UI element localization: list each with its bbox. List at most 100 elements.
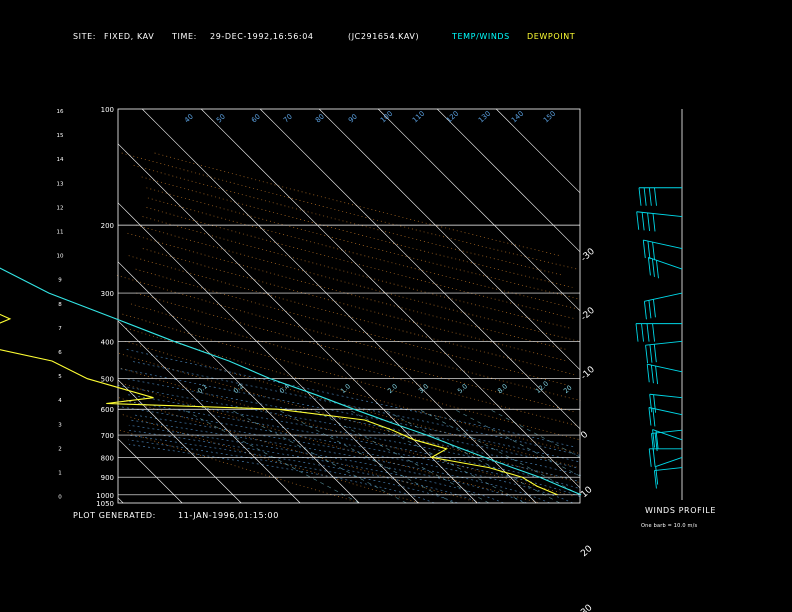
- height-tick-label: 16: [57, 109, 64, 115]
- right-temp-label: -30: [579, 247, 597, 264]
- mixing-ratio-label: 20: [562, 384, 574, 395]
- wind-barb-flag: [652, 242, 656, 261]
- isotherm: [318, 108, 581, 371]
- wind-barb-staff: [645, 340, 683, 346]
- wind-barb-flag: [651, 258, 655, 277]
- dry-adiabat: [136, 224, 579, 342]
- height-tick-label: 15: [57, 133, 64, 139]
- wind-barb-flag: [656, 260, 659, 279]
- height-tick-label: 12: [57, 205, 64, 211]
- wind-barb-staff: [636, 211, 683, 217]
- wind-barb-staff: [648, 407, 683, 416]
- dry-adiabat: [127, 232, 567, 350]
- dry-adiabat: [130, 303, 576, 426]
- isotherm: [117, 261, 360, 504]
- height-tick-label: 1: [58, 471, 62, 477]
- right-temp-label: -10: [579, 365, 597, 382]
- wind-barb-flag: [655, 430, 659, 449]
- isotherm: [141, 108, 537, 504]
- site-value: FIXED, KAV: [104, 32, 155, 41]
- wind-barb-flag: [653, 470, 657, 489]
- mixing-ratio-line: [418, 408, 581, 496]
- theta-label: 80: [314, 113, 326, 125]
- wind-barb-flag: [635, 323, 639, 342]
- moist-adiabat: [128, 439, 458, 504]
- wind-barb-flag: [648, 187, 652, 206]
- dry-adiabat: [142, 248, 567, 362]
- wind-barb-staff: [654, 467, 683, 471]
- height-tick-label: 6: [58, 350, 62, 356]
- legend-temp-winds: TEMP/WINDS: [452, 32, 510, 41]
- height-tick-label: 9: [58, 278, 62, 284]
- isotherm: [117, 202, 419, 504]
- wind-barb-staff: [644, 292, 683, 302]
- dry-adiabat: [116, 275, 581, 401]
- mixing-ratio-line: [489, 408, 581, 458]
- wind-barb-flag: [638, 187, 642, 206]
- wind-barb-flag: [652, 408, 656, 427]
- moist-adiabat: [127, 394, 577, 482]
- theta-label: 130: [477, 110, 492, 125]
- file-id: (JC291654.KAV): [348, 32, 420, 41]
- mixing-ratio-label: 1.0: [339, 382, 352, 395]
- height-tick-label: 0: [58, 495, 62, 501]
- time-label: TIME:: [172, 32, 197, 41]
- right-temp-label: 20: [579, 544, 594, 559]
- moist-adiabat: [118, 367, 579, 462]
- height-tick-label: 14: [57, 157, 64, 163]
- wind-barb-flag: [646, 323, 650, 342]
- wind-barb-flag: [645, 345, 649, 364]
- temperature-profile: [0, 267, 582, 496]
- mixing-ratio-line: [277, 408, 454, 504]
- wind-barb-flag: [636, 211, 640, 230]
- wind-barb-flag: [647, 212, 651, 231]
- pressure-tick-label: 500: [101, 376, 114, 384]
- theta-label: 90: [347, 113, 359, 125]
- pressure-tick-label: 300: [101, 290, 114, 298]
- dry-adiabat: [136, 292, 576, 413]
- winds-profile-title: WINDS PROFILE: [645, 506, 716, 515]
- pressure-tick-label: 700: [101, 432, 114, 440]
- isotherm: [495, 108, 581, 194]
- wind-barb-flag: [649, 394, 653, 413]
- pressure-tick-label: 1050: [96, 500, 114, 508]
- moist-adiabat: [132, 414, 573, 504]
- moist-adiabat: [128, 424, 527, 504]
- moist-adiabat: [125, 378, 577, 468]
- dry-adiabat: [142, 216, 571, 329]
- wind-barb-flag: [653, 394, 657, 413]
- plot-generated-label: PLOT GENERATED:: [73, 511, 156, 520]
- height-tick-label: 3: [58, 422, 62, 428]
- isotherm: [200, 108, 581, 489]
- wind-barb-staff: [655, 457, 683, 467]
- dry-adiabat: [135, 268, 569, 386]
- theta-label: 110: [411, 110, 426, 125]
- height-tick-label: 10: [57, 254, 64, 260]
- wind-barb-flag: [654, 187, 657, 206]
- mixing-ratio-line: [454, 408, 581, 477]
- wind-barb-flag: [641, 212, 645, 231]
- pressure-tick-label: 800: [101, 454, 114, 462]
- pressure-tick-label: 600: [101, 406, 114, 414]
- height-tick-label: 13: [57, 181, 64, 187]
- moist-adiabat: [128, 429, 504, 504]
- dry-adiabat: [133, 165, 564, 276]
- plot-generated-value: 11-JAN-1996,01:15:00: [178, 511, 279, 520]
- wind-barb-staff: [652, 429, 683, 441]
- wind-barb-flag: [648, 407, 652, 426]
- height-tick-label: 11: [57, 230, 64, 236]
- isotherm: [259, 108, 581, 430]
- wind-barb-flag: [652, 429, 656, 448]
- pressure-tick-label: 400: [101, 338, 114, 346]
- moist-adiabat: [122, 400, 578, 489]
- dry-adiabat: [125, 327, 579, 454]
- moist-adiabat: [118, 406, 581, 497]
- wind-barb-flag: [650, 365, 654, 384]
- chart-frame: [117, 108, 581, 504]
- wind-barb-flag: [652, 299, 656, 318]
- dry-adiabat: [146, 207, 576, 320]
- mixing-ratio-line: [312, 408, 490, 504]
- moist-adiabat: [128, 444, 435, 504]
- right-temp-label: 0: [579, 430, 590, 441]
